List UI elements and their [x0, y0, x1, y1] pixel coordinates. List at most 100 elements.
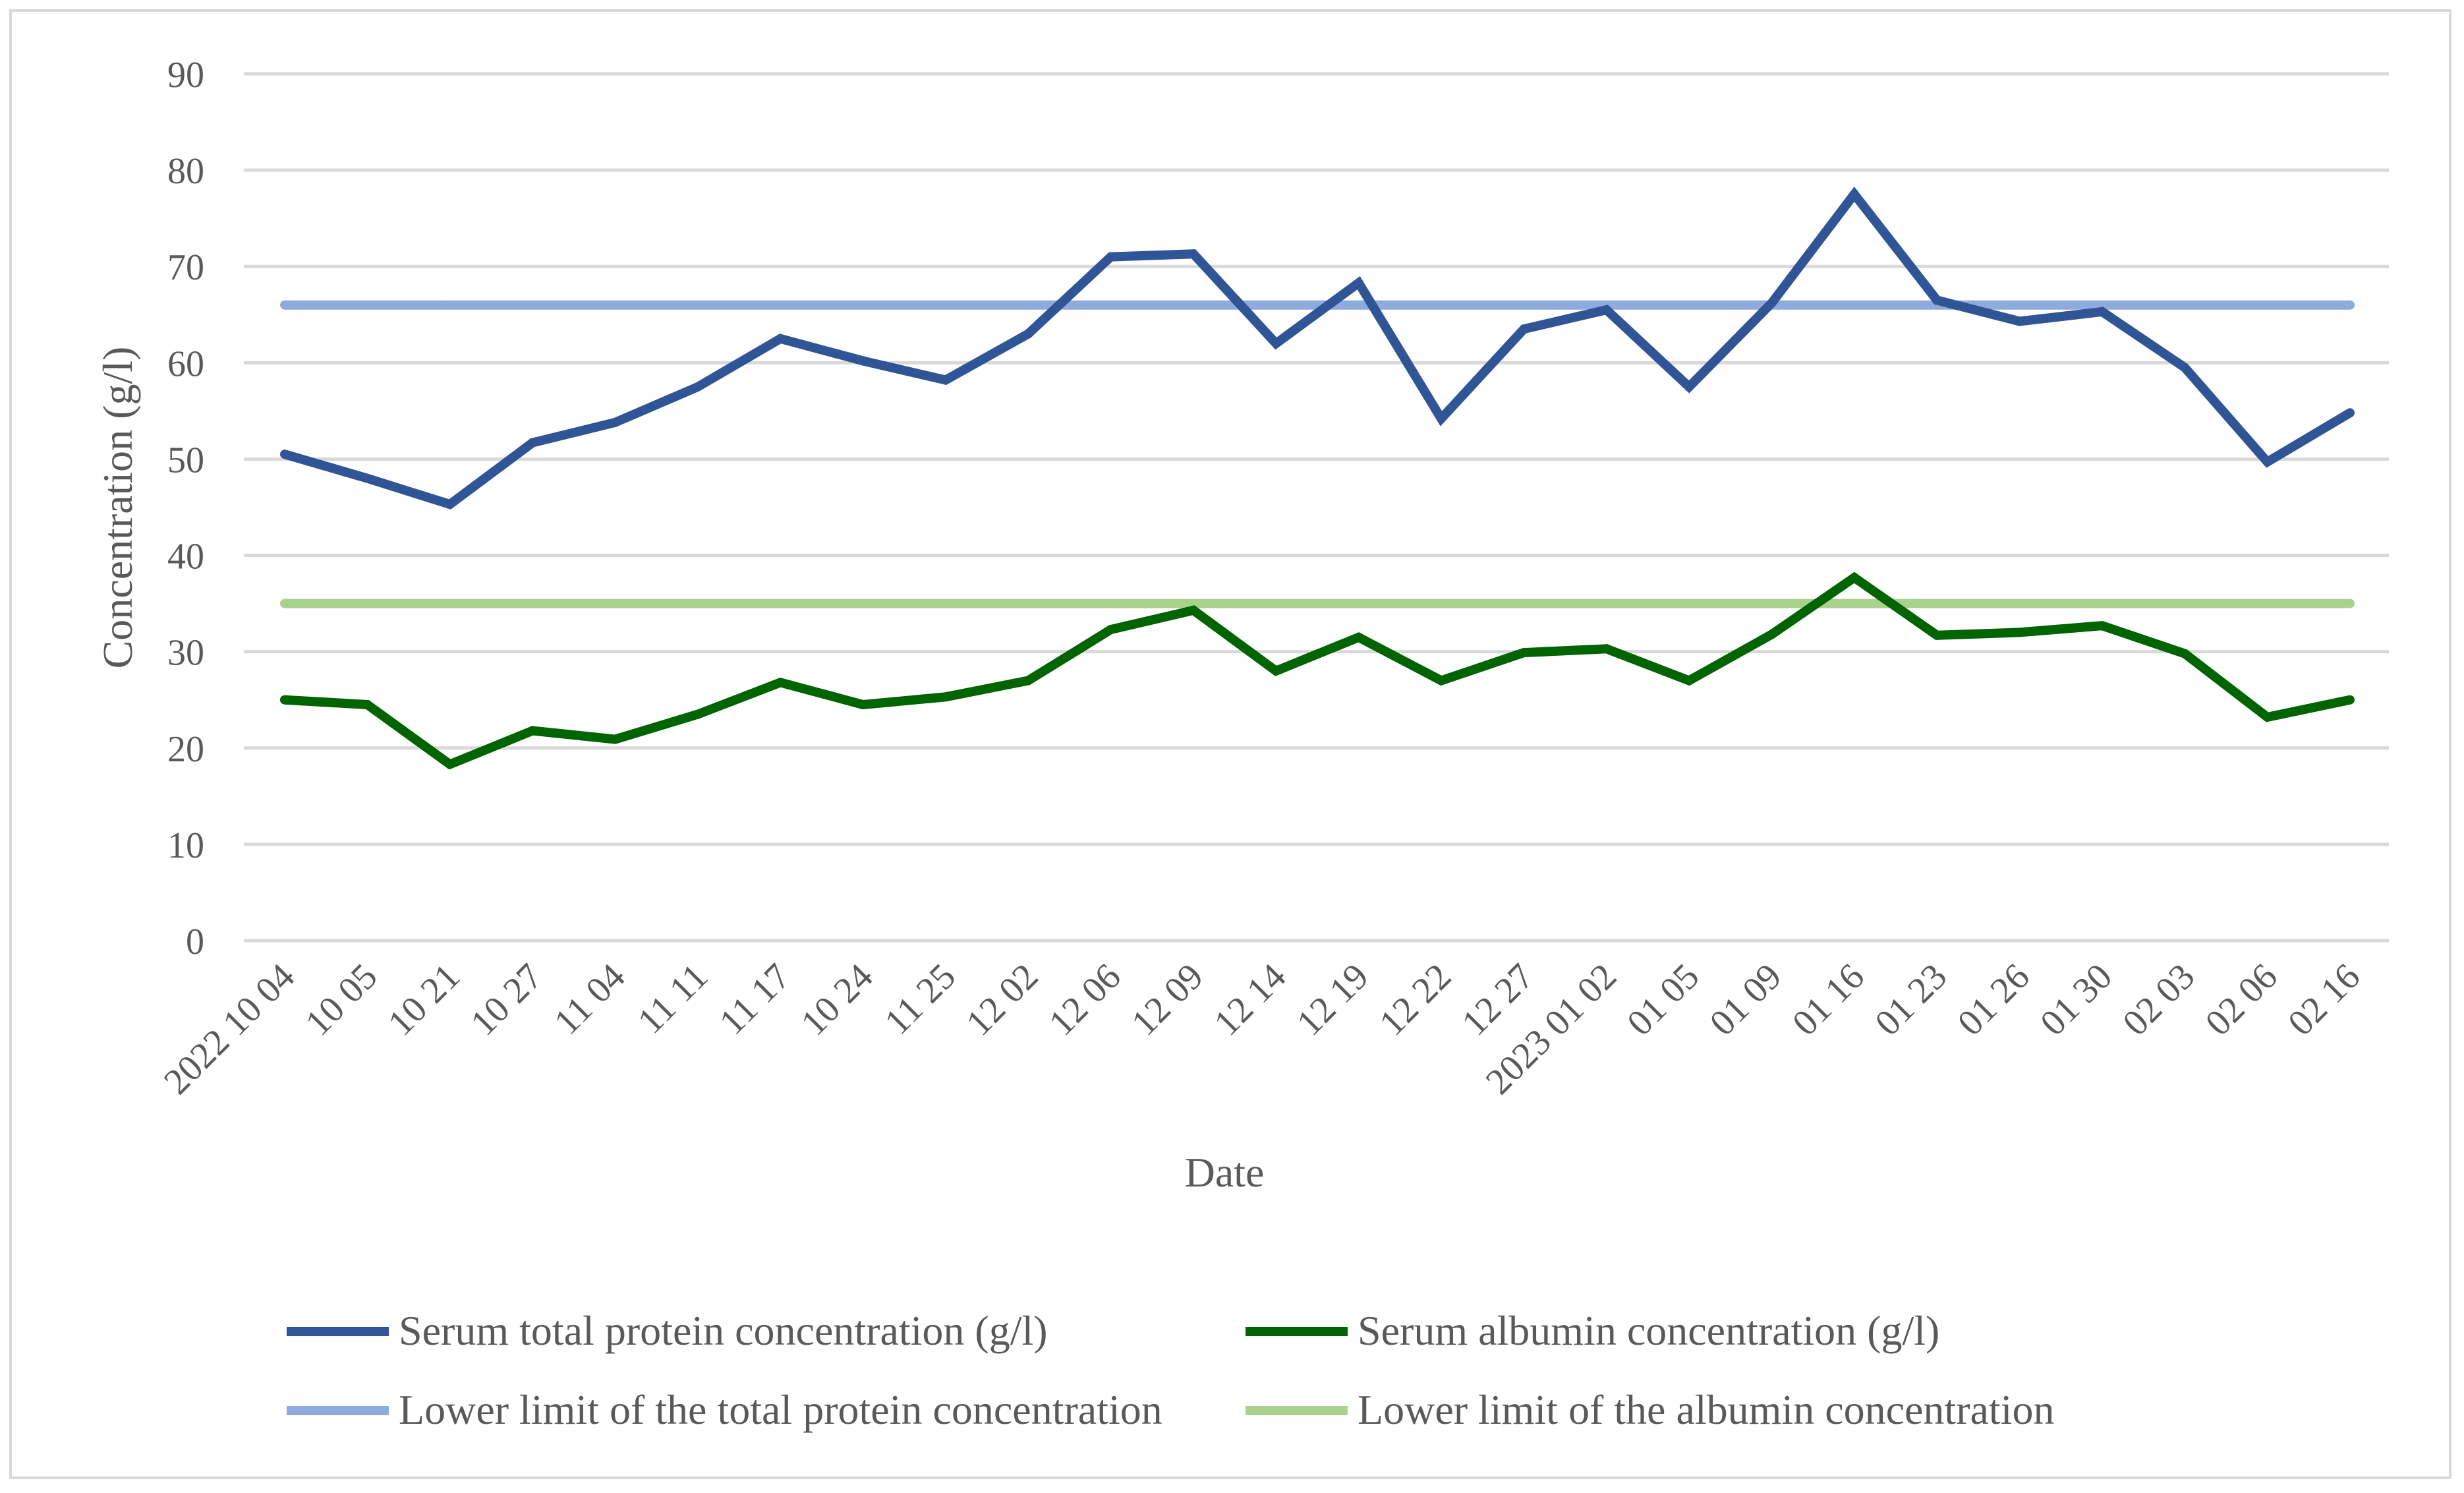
data-point [610, 300, 620, 310]
y-tick-label: 20 [167, 729, 204, 770]
data-point [940, 599, 950, 608]
data-point [1354, 278, 1363, 288]
data-point [693, 599, 702, 608]
data-point [1189, 605, 1198, 615]
data-point [610, 734, 620, 744]
data-point [1271, 666, 1281, 676]
data-point [2097, 307, 2107, 316]
data-point [1354, 632, 1363, 642]
y-tick-label: 60 [167, 343, 204, 384]
data-point [362, 599, 372, 608]
data-point [1767, 599, 1777, 608]
data-point [1519, 648, 1529, 658]
data-point [776, 334, 786, 343]
y-tick-label: 90 [167, 55, 204, 96]
data-point [1767, 629, 1777, 639]
x-tick-label: 01 09 [1702, 956, 1790, 1043]
data-point [2015, 628, 2024, 637]
data-point [2097, 599, 2107, 608]
x-tick-label: 11 11 [630, 956, 716, 1041]
data-point [528, 300, 538, 310]
x-tick-label: 12 19 [1289, 956, 1377, 1043]
data-point [1106, 252, 1116, 262]
y-tick-label: 30 [167, 633, 204, 674]
data-point [940, 375, 950, 385]
x-tick-label: 01 26 [1950, 956, 2038, 1043]
data-point [280, 450, 289, 459]
data-point [2262, 457, 2272, 467]
x-axis-title: Date [1185, 1149, 1265, 1196]
gridlines [244, 72, 2389, 943]
data-point [1437, 599, 1446, 608]
x-tick-label: 10 05 [298, 956, 386, 1043]
x-tick-label: 01 30 [2032, 956, 2120, 1043]
data-point [1519, 300, 1529, 310]
series-lines [280, 187, 2355, 770]
series-points-total-protein [280, 189, 2355, 510]
data-point [362, 473, 372, 483]
legend-item-albumin-lower-limit: Lower limit of the albumin concentration [1246, 1386, 2054, 1433]
data-point [1849, 573, 1859, 583]
data-point [693, 709, 702, 719]
data-point [858, 599, 868, 608]
data-point [1601, 644, 1611, 654]
data-point [1519, 599, 1529, 608]
data-point [1271, 599, 1281, 608]
series-points-albumin-lower-limit [280, 599, 2355, 608]
data-point [2015, 300, 2024, 310]
data-point [940, 692, 950, 702]
data-point [1189, 599, 1198, 608]
data-point [280, 695, 289, 705]
data-point [1932, 599, 1942, 608]
data-point [2015, 599, 2024, 608]
y-tick-label: 50 [167, 440, 204, 481]
x-tick-label: 11 25 [877, 956, 963, 1042]
legend-label: Serum albumin concentration (g/l) [1358, 1307, 1939, 1354]
data-point [1106, 300, 1116, 310]
data-point [1519, 324, 1529, 334]
data-point [858, 356, 868, 366]
data-point [445, 599, 455, 608]
x-tick-label: 02 16 [2280, 956, 2368, 1043]
data-point [362, 300, 372, 310]
x-tick-label: 02 06 [2198, 956, 2285, 1043]
data-point [1023, 329, 1033, 339]
data-point [776, 300, 786, 310]
data-point [2015, 316, 2024, 326]
data-point [1271, 339, 1281, 349]
x-tick-label: 10 24 [793, 956, 881, 1043]
data-point [1684, 382, 1694, 392]
data-point [2262, 713, 2272, 722]
data-point [445, 759, 455, 769]
data-point [1354, 599, 1363, 608]
y-axis-ticks: 0 10 20 30 40 50 60 70 80 90 [167, 55, 204, 962]
data-point [1932, 295, 1942, 305]
x-tick-label: 01 16 [1785, 956, 1872, 1043]
data-point [2345, 695, 2355, 705]
x-tick-label: 11 04 [546, 956, 633, 1042]
data-point [1271, 300, 1281, 310]
data-point [776, 678, 786, 688]
data-point [776, 599, 786, 608]
data-point [528, 599, 538, 608]
data-point [2262, 300, 2272, 310]
legend-item-albumin: Serum albumin concentration (g/l) [1246, 1307, 1939, 1354]
data-point [280, 300, 289, 310]
data-point [1354, 300, 1363, 310]
data-point [445, 300, 455, 310]
data-point [1849, 189, 1859, 199]
x-tick-label: 01 23 [1867, 956, 1955, 1043]
legend: Serum total protein concentration (g/l) S… [287, 1307, 2054, 1433]
data-point [1189, 249, 1198, 259]
data-point [2262, 599, 2272, 608]
data-point [940, 300, 950, 310]
x-tick-label: 12 06 [1041, 956, 1129, 1043]
data-point [858, 300, 868, 310]
y-tick-label: 10 [167, 825, 204, 866]
legend-item-total-protein: Serum total protein concentration (g/l) [287, 1307, 1048, 1354]
data-point [858, 700, 868, 709]
legend-label: Serum total protein concentration (g/l) [399, 1307, 1048, 1354]
data-point [528, 726, 538, 736]
data-point [1437, 676, 1446, 686]
